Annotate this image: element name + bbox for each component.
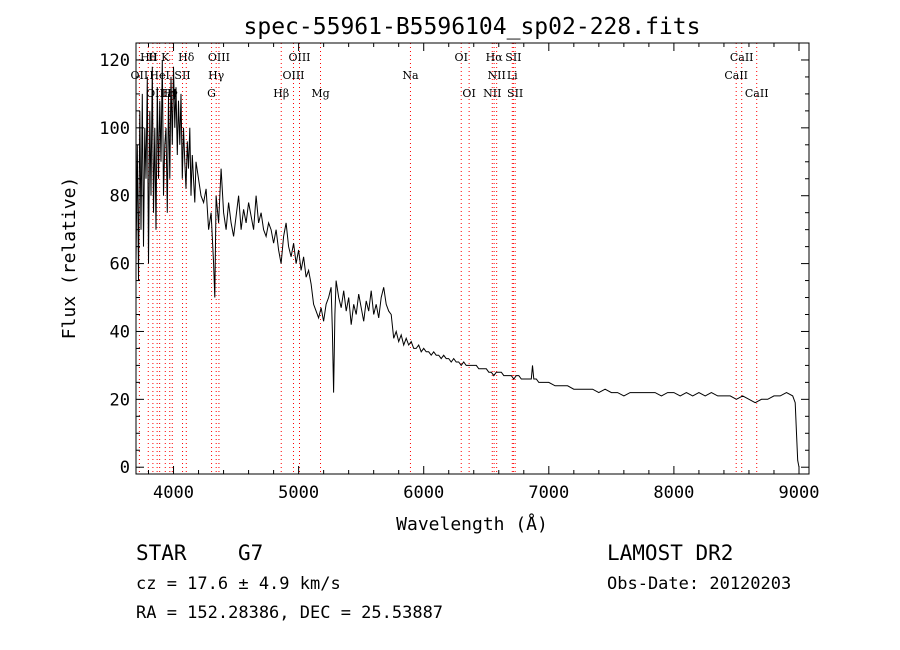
object-subclass: G7: [238, 541, 264, 565]
y-axis-label: Flux (relative): [59, 177, 80, 340]
line-marker-label: Hθ: [140, 51, 157, 64]
line-marker-label: SII: [505, 51, 521, 64]
line-marker-label: CaII: [724, 69, 748, 82]
y-tick-label: 0: [120, 458, 130, 478]
line-marker-label: SII: [507, 87, 523, 100]
y-axis: 0 20 40 60 80 100 120: [99, 51, 809, 478]
line-marker-label: H: [148, 51, 158, 64]
line-marker-label: G: [207, 87, 216, 100]
x-tick-label: 9000: [779, 483, 820, 503]
x-tick-label: 6000: [403, 483, 444, 503]
line-marker-label: Hγ: [208, 69, 225, 82]
line-marker-label: CaII: [730, 51, 754, 64]
plot-frame: [135, 42, 810, 475]
x-tick-label: 8000: [653, 483, 694, 503]
survey-name: LAMOST DR2: [607, 541, 734, 565]
line-marker-label: K: [161, 51, 170, 64]
line-marker-label: OI: [455, 51, 468, 64]
redshift-cz: cz = 17.6 ± 4.9 km/s: [136, 574, 341, 594]
line-marker-label: HeI: [149, 69, 169, 82]
line-marker-label: OIII: [288, 51, 310, 64]
y-tick-label: 120: [99, 51, 130, 71]
line-marker-label: CaII: [745, 87, 769, 100]
x-tick-label: 7000: [528, 483, 569, 503]
sky-coordinates: RA = 152.28386, DEC = 25.53887: [136, 603, 444, 623]
line-marker-label: NII: [487, 69, 505, 82]
y-tick-label: 20: [110, 390, 130, 410]
x-tick-label: 4000: [153, 483, 194, 503]
chart-title: spec-55961-B5596104_sp02-228.fits: [244, 14, 701, 40]
y-tick-label: 100: [99, 119, 130, 139]
y-tick-label: 40: [110, 322, 130, 342]
spectral-line-markers: [138, 43, 758, 474]
line-marker-label: NII: [483, 87, 501, 100]
line-marker-label: Mg: [311, 87, 329, 100]
spectrum-line: [135, 59, 800, 468]
line-marker-label: OIII: [282, 69, 304, 82]
x-tick-label: 5000: [278, 483, 319, 503]
line-marker-label: Hα: [486, 51, 504, 64]
y-tick-label: 80: [110, 187, 130, 207]
line-marker-label: OI: [462, 87, 475, 100]
line-marker-label: Hβ: [273, 87, 289, 100]
line-marker-label: Hδ: [178, 51, 195, 64]
x-axis: 4000 5000 6000 7000 8000 9000: [148, 43, 820, 503]
object-class: STAR: [136, 541, 187, 565]
line-marker-label: SII: [174, 69, 190, 82]
line-marker-label: Na: [402, 69, 419, 82]
line-marker-label: OII: [131, 69, 149, 82]
y-tick-label: 60: [110, 255, 130, 275]
x-axis-label: Wavelength (Å): [396, 513, 548, 535]
line-marker-label: OIII: [208, 51, 230, 64]
line-marker-label: Li: [507, 69, 518, 82]
observation-date: Obs-Date: 20120203: [607, 574, 792, 594]
line-marker-label: H: [167, 87, 177, 100]
